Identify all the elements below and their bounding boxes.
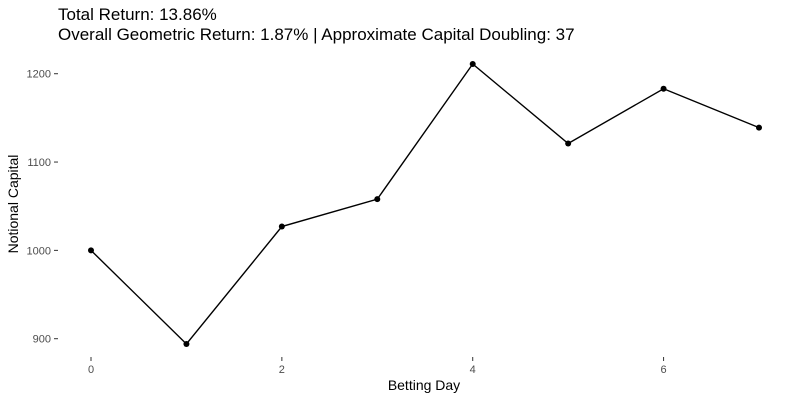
y-tick-label: 1000 xyxy=(27,245,51,257)
y-tick-label: 1100 xyxy=(27,157,51,169)
y-tick-label: 900 xyxy=(33,334,51,346)
y-tick-label: 1200 xyxy=(27,69,51,81)
x-axis-title: Betting Day xyxy=(388,377,460,393)
data-point xyxy=(565,140,572,147)
chart-titles: Total Return: 13.86% Overall Geometric R… xyxy=(58,5,575,45)
data-point xyxy=(660,85,667,92)
y-axis-title: Notional Capital xyxy=(5,155,21,254)
data-point xyxy=(278,223,285,230)
chart-subtitle: Overall Geometric Return: 1.87% | Approx… xyxy=(58,25,575,44)
x-axis: 0 2 4 6 xyxy=(88,357,667,376)
data-point xyxy=(469,61,476,67)
data-point xyxy=(374,196,381,203)
series-line xyxy=(90,62,760,346)
data-point xyxy=(756,124,762,131)
x-tick-label: 4 xyxy=(470,364,476,376)
chart-title: Total Return: 13.86% xyxy=(58,5,217,24)
y-axis: 900 1000 1100 1200 xyxy=(27,69,58,346)
x-tick-label: 2 xyxy=(279,364,285,376)
series-layer xyxy=(88,61,762,347)
data-point xyxy=(88,247,94,254)
x-tick-label: 0 xyxy=(88,364,94,376)
x-tick-label: 6 xyxy=(661,364,667,376)
data-point xyxy=(183,341,190,347)
